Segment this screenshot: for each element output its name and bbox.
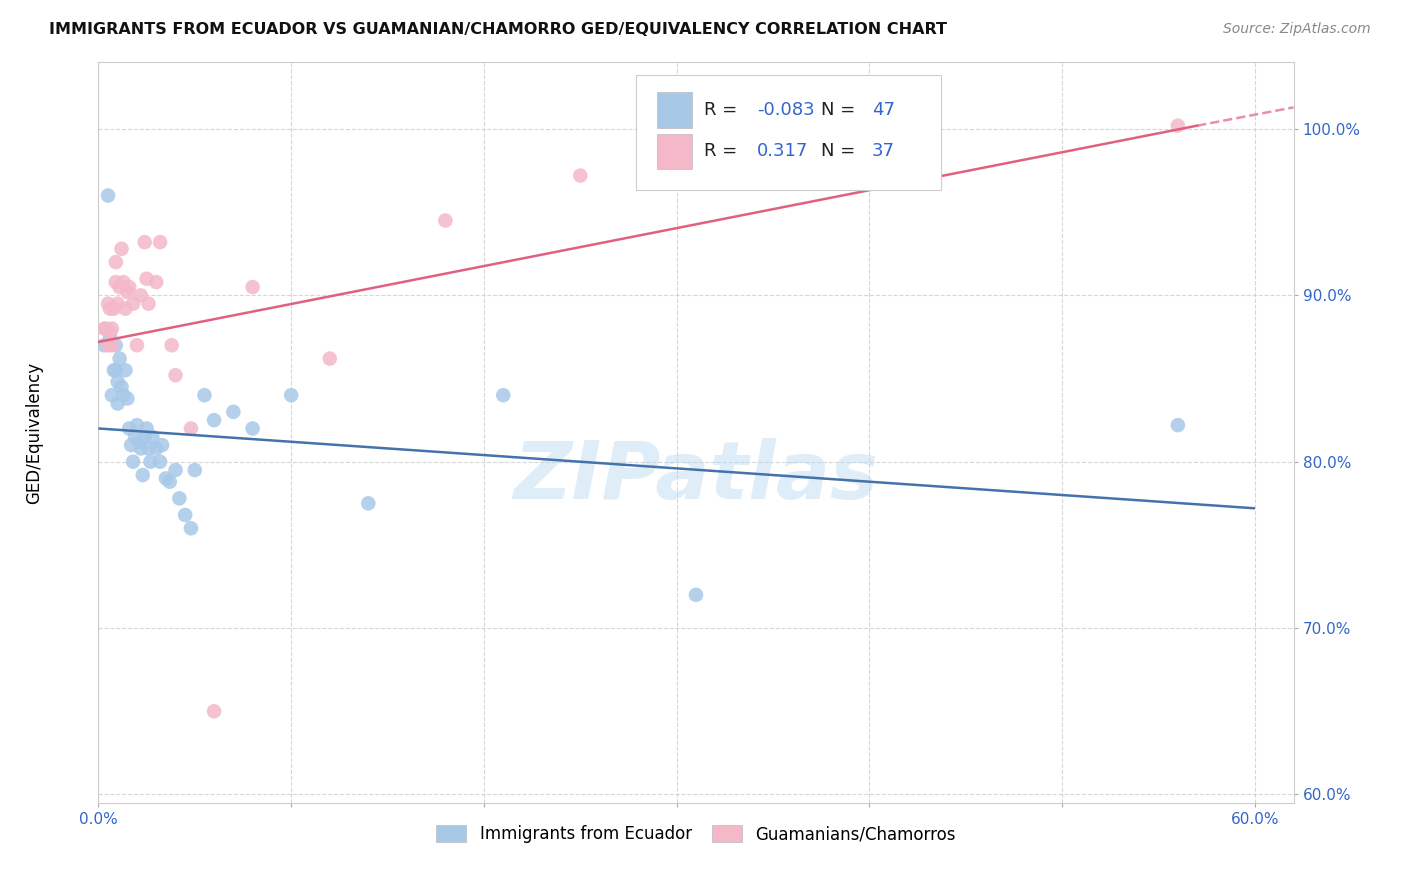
Point <box>101 338 124 352</box>
Point <box>98 330 121 344</box>
Point <box>98 325 121 339</box>
Text: 0.317: 0.317 <box>756 143 808 161</box>
Point <box>202 413 225 427</box>
Point <box>110 242 132 256</box>
Point <box>128 434 150 449</box>
Point <box>319 351 342 366</box>
Point <box>125 418 148 433</box>
Point <box>141 430 163 444</box>
Point <box>117 392 139 406</box>
Point <box>98 301 121 316</box>
Point <box>202 704 225 718</box>
Point <box>101 321 124 335</box>
Text: ZIPatlas: ZIPatlas <box>513 438 879 516</box>
FancyBboxPatch shape <box>657 134 692 169</box>
Text: R =: R = <box>704 143 744 161</box>
Point <box>103 363 125 377</box>
Point <box>107 396 129 410</box>
Point <box>222 405 245 419</box>
FancyBboxPatch shape <box>657 92 692 128</box>
Point <box>145 275 167 289</box>
Point <box>134 235 156 249</box>
Text: Source: ZipAtlas.com: Source: ZipAtlas.com <box>1223 22 1371 37</box>
Point <box>118 280 141 294</box>
Point <box>104 338 127 352</box>
Point <box>124 430 146 444</box>
Point <box>180 421 202 435</box>
Text: N =: N = <box>821 143 862 161</box>
Point <box>134 430 156 444</box>
Point <box>149 455 172 469</box>
Point <box>93 321 115 335</box>
Point <box>139 455 162 469</box>
Point <box>685 588 707 602</box>
FancyBboxPatch shape <box>637 75 941 190</box>
Point <box>101 388 124 402</box>
Point <box>174 508 197 522</box>
Point <box>114 363 136 377</box>
Point <box>129 442 152 456</box>
Point <box>120 438 142 452</box>
Text: 47: 47 <box>872 101 894 119</box>
Point <box>180 521 202 535</box>
Point <box>193 388 215 402</box>
Point <box>107 296 129 310</box>
Point <box>160 338 183 352</box>
Point <box>150 438 173 452</box>
Point <box>118 421 141 435</box>
Point <box>1167 119 1189 133</box>
Point <box>94 321 117 335</box>
Point <box>159 475 181 489</box>
Point <box>135 271 157 285</box>
Point <box>112 275 135 289</box>
Point <box>242 421 264 435</box>
Text: IMMIGRANTS FROM ECUADOR VS GUAMANIAN/CHAMORRO GED/EQUIVALENCY CORRELATION CHART: IMMIGRANTS FROM ECUADOR VS GUAMANIAN/CHA… <box>49 22 948 37</box>
Point <box>569 169 592 183</box>
Point <box>1167 418 1189 433</box>
Text: R =: R = <box>704 101 744 119</box>
Legend: Immigrants from Ecuador, Guamanians/Chamorros: Immigrants from Ecuador, Guamanians/Cham… <box>430 819 962 850</box>
Text: N =: N = <box>821 101 862 119</box>
Point <box>125 338 148 352</box>
Point <box>165 368 187 383</box>
Y-axis label: GED/Equivalency: GED/Equivalency <box>25 361 42 504</box>
Point <box>155 471 177 485</box>
Point <box>103 301 125 316</box>
Point <box>112 388 135 402</box>
Point <box>357 496 380 510</box>
Point <box>145 442 167 456</box>
Point <box>107 375 129 389</box>
Point <box>138 296 160 310</box>
Point <box>165 463 187 477</box>
Text: 37: 37 <box>872 143 894 161</box>
Point <box>110 380 132 394</box>
Point <box>135 421 157 435</box>
Point <box>169 491 191 506</box>
Point <box>132 468 155 483</box>
Point <box>122 455 145 469</box>
Point <box>434 213 457 227</box>
Point <box>280 388 302 402</box>
Point <box>93 338 115 352</box>
Point <box>114 301 136 316</box>
Point <box>97 188 120 202</box>
Point <box>104 275 127 289</box>
Point <box>242 280 264 294</box>
Point <box>117 285 139 299</box>
Point <box>97 296 120 310</box>
Point <box>108 280 131 294</box>
Point <box>122 296 145 310</box>
Text: -0.083: -0.083 <box>756 101 814 119</box>
Point <box>184 463 207 477</box>
Point <box>108 351 131 366</box>
Point <box>104 363 127 377</box>
Point <box>138 442 160 456</box>
Point <box>149 235 172 249</box>
Point <box>492 388 515 402</box>
Point <box>97 338 120 352</box>
Point <box>129 288 152 302</box>
Point <box>104 255 127 269</box>
